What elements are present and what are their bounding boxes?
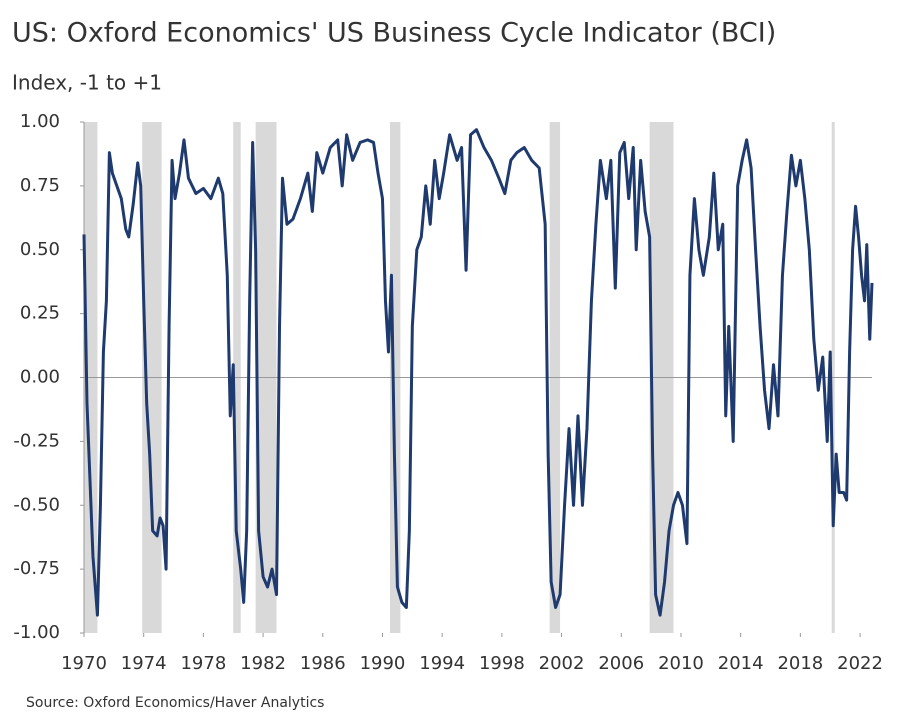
x-tick-label: 2022 <box>837 653 883 674</box>
x-tick-label: 1998 <box>479 653 525 674</box>
chart-title: US: Oxford Economics' US Business Cycle … <box>12 18 776 49</box>
source-note: Source: Oxford Economics/Haver Analytics <box>26 695 324 711</box>
bci-line <box>82 128 874 617</box>
x-tick-label: 1990 <box>360 653 406 674</box>
y-tick-label: -0.25 <box>13 430 60 451</box>
x-tick-label: 1974 <box>121 653 167 674</box>
x-tick-label: 1994 <box>419 653 465 674</box>
x-tick-label: 2002 <box>539 653 585 674</box>
x-tick-label: 1978 <box>180 653 226 674</box>
x-tick-label: 1970 <box>61 653 107 674</box>
y-tick-label: 1.00 <box>20 111 60 132</box>
x-tick-label: 2006 <box>598 653 644 674</box>
x-tick-label: 1982 <box>240 653 286 674</box>
x-tick-label: 2018 <box>777 653 823 674</box>
x-tick-label: 2010 <box>658 653 704 674</box>
y-tick-label: -0.75 <box>13 558 60 579</box>
y-tick-label: 0.25 <box>20 303 60 324</box>
y-tick-label: -0.50 <box>13 494 60 515</box>
chart-subtitle: Index, -1 to +1 <box>12 71 162 95</box>
y-tick-label: 0.75 <box>20 175 60 196</box>
y-tick-label: 0.50 <box>20 239 60 260</box>
y-tick-label: 0.00 <box>20 367 60 388</box>
y-tick-label: -1.00 <box>13 622 60 643</box>
x-tick-label: 2014 <box>718 653 764 674</box>
x-tick-label: 1986 <box>300 653 346 674</box>
